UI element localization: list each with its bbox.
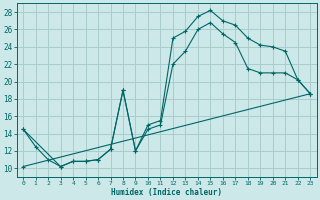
X-axis label: Humidex (Indice chaleur): Humidex (Indice chaleur): [111, 188, 222, 197]
